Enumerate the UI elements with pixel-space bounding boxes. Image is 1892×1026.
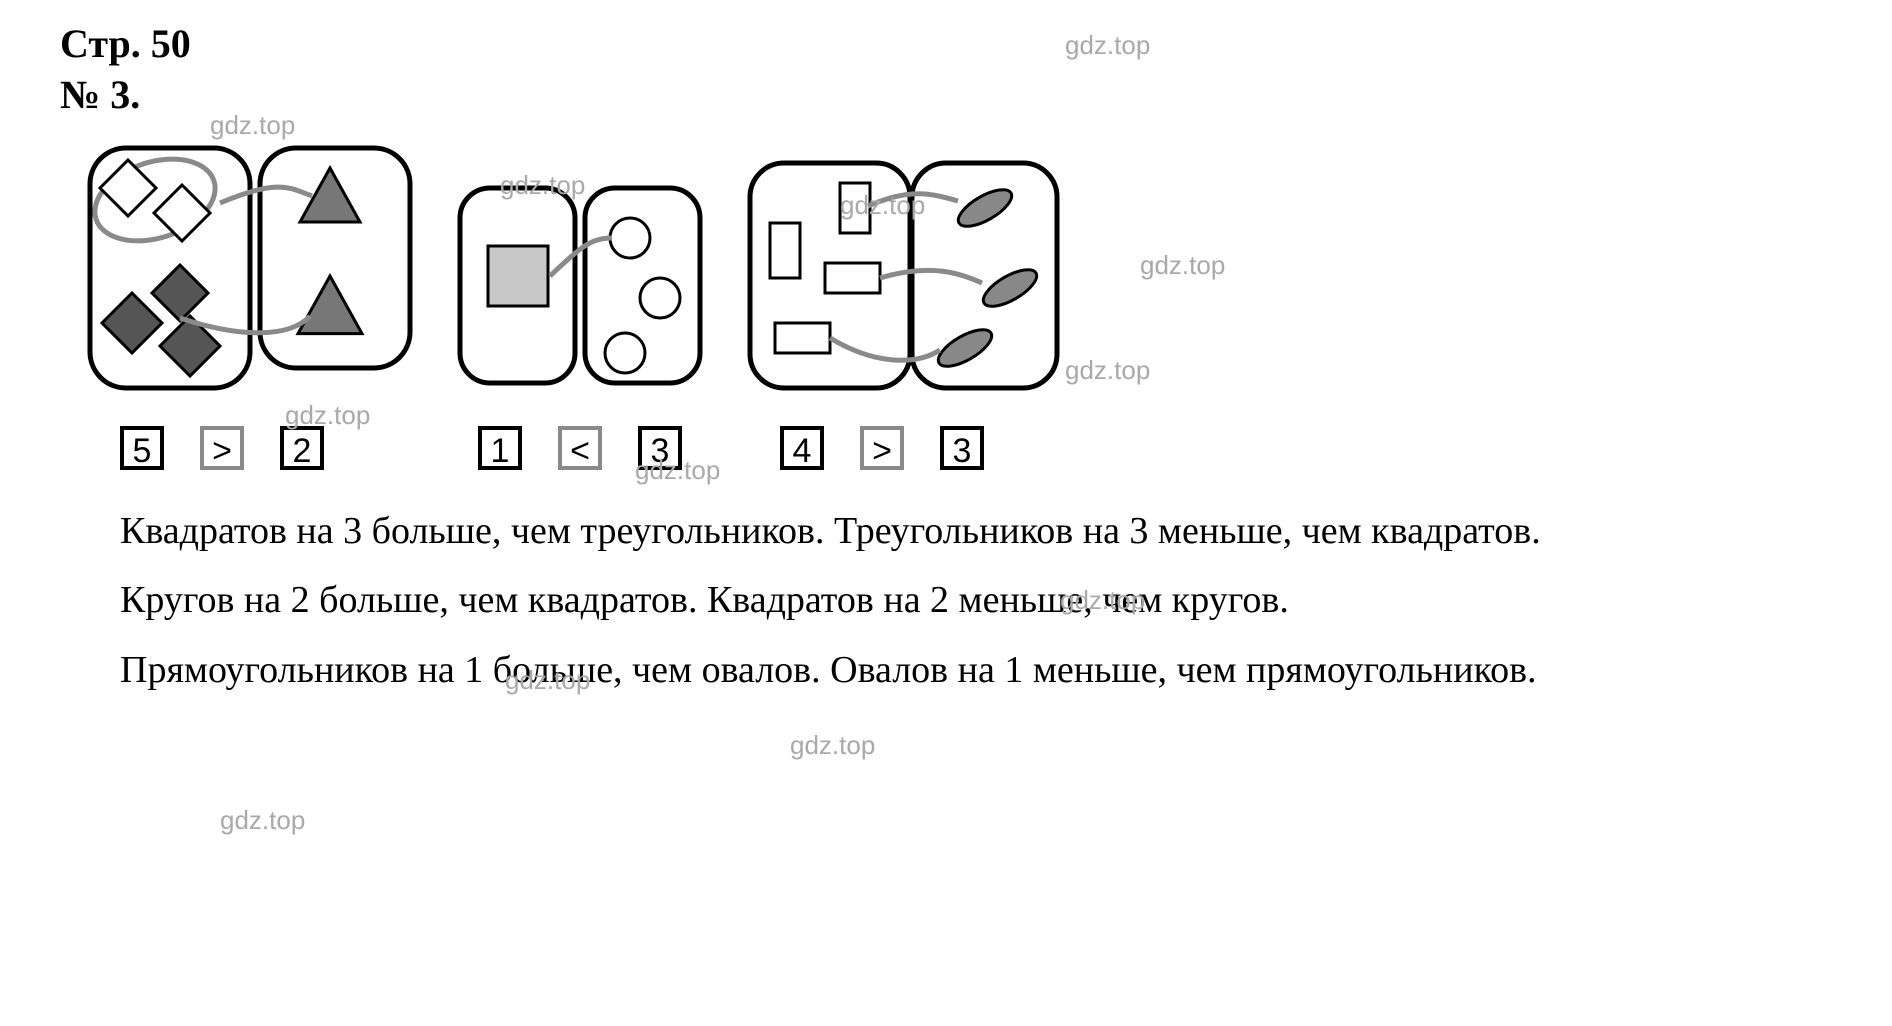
paragraph: Кругов на 2 больше, чем квадратов. Квадр… bbox=[60, 575, 1832, 626]
watermark: gdz.top bbox=[840, 190, 925, 221]
answer-box: 3 bbox=[940, 426, 984, 470]
watermark: gdz.top bbox=[1065, 355, 1150, 386]
answer-box: 1 bbox=[478, 426, 522, 470]
watermark: gdz.top bbox=[505, 665, 590, 696]
watermark: gdz.top bbox=[790, 730, 875, 761]
watermark: gdz.top bbox=[1065, 30, 1150, 61]
answer-box: < bbox=[558, 426, 602, 470]
answer-box: > bbox=[200, 426, 244, 470]
watermark: gdz.top bbox=[1060, 585, 1145, 616]
watermark: gdz.top bbox=[1140, 250, 1225, 281]
answer-box: > bbox=[860, 426, 904, 470]
watermark: gdz.top bbox=[285, 400, 370, 431]
answer-box: 4 bbox=[780, 426, 824, 470]
task-number: № 3. bbox=[60, 71, 1832, 118]
watermark: gdz.top bbox=[210, 110, 295, 141]
answer-box: 5 bbox=[120, 426, 164, 470]
paragraph: Прямоугольников на 1 больше, чем овалов.… bbox=[60, 645, 1832, 696]
page: Стр. 50 № 3. 5>21<34>3 Квадратов на 3 бо… bbox=[0, 0, 1892, 1026]
watermark: gdz.top bbox=[635, 455, 720, 486]
explanation-text: Квадратов на 3 больше, чем треугольников… bbox=[60, 506, 1832, 696]
page-ref: Стр. 50 bbox=[60, 20, 1832, 67]
figures-row bbox=[60, 138, 1832, 418]
watermark: gdz.top bbox=[220, 805, 305, 836]
watermark: gdz.top bbox=[500, 170, 585, 201]
paragraph: Квадратов на 3 больше, чем треугольников… bbox=[60, 506, 1832, 557]
answer-box: 2 bbox=[280, 426, 324, 470]
